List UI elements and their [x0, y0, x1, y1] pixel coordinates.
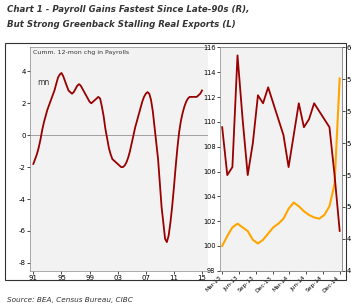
- Text: Chart 1 - Payroll Gains Fastest Since Late-90s (R),: Chart 1 - Payroll Gains Fastest Since La…: [7, 5, 250, 13]
- Text: Cumm. 12-mon chg in Payrolls: Cumm. 12-mon chg in Payrolls: [33, 50, 130, 55]
- Text: mn: mn: [37, 78, 49, 87]
- Text: But Strong Greenback Stalling Real Exports (L): But Strong Greenback Stalling Real Expor…: [7, 20, 236, 29]
- Text: Source: BEA, Census Bureau, CIBC: Source: BEA, Census Bureau, CIBC: [7, 297, 133, 303]
